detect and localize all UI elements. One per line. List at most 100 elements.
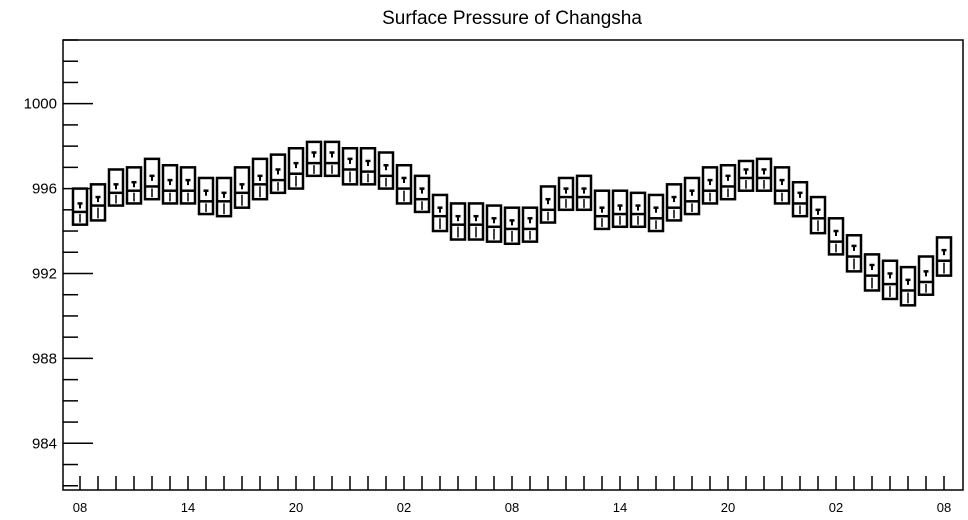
box-body (89, 183, 107, 222)
box-body (485, 204, 503, 243)
y-tick-label: 1000 (24, 96, 57, 113)
y-axis: 984 988 992 996 1000 (24, 39, 93, 487)
box (881, 259, 899, 301)
y-tick-label: 996 (32, 181, 57, 198)
box (665, 183, 683, 222)
box (413, 174, 431, 214)
box-body (431, 193, 449, 233)
x-tick-label: 08 (73, 500, 87, 515)
box-body (305, 140, 323, 178)
box-body (557, 176, 575, 212)
box (845, 234, 863, 273)
box (269, 153, 287, 195)
box-series (71, 140, 953, 307)
box (539, 185, 557, 224)
box (503, 206, 521, 246)
box (323, 140, 341, 178)
box (773, 166, 791, 205)
box-body (539, 185, 557, 224)
box (215, 176, 233, 218)
box-body (881, 259, 899, 301)
box-body (323, 140, 341, 178)
x-tick-label: 02 (397, 500, 411, 515)
box-body (467, 202, 485, 241)
box (233, 166, 251, 209)
box-body (899, 265, 917, 307)
box (809, 195, 827, 235)
box (701, 166, 719, 205)
x-tick-label: 14 (613, 500, 627, 515)
box (575, 174, 593, 212)
box (197, 176, 215, 216)
box (359, 147, 377, 186)
box-body (737, 159, 755, 192)
box (449, 202, 467, 241)
box (827, 217, 845, 256)
y-tick-label: 992 (32, 265, 57, 282)
box (143, 157, 161, 201)
box (629, 191, 647, 229)
y-tick-label: 988 (32, 350, 57, 367)
box-body (827, 217, 845, 256)
box (431, 193, 449, 233)
box-body (359, 147, 377, 186)
box-body (773, 166, 791, 205)
box (719, 163, 737, 201)
box-body (503, 206, 521, 246)
x-tick-label: 02 (829, 500, 843, 515)
box (647, 193, 665, 233)
box (395, 163, 413, 205)
box (917, 255, 935, 296)
box-body (719, 163, 737, 201)
box-body (845, 234, 863, 273)
box-body (521, 206, 539, 243)
x-tick-label: 08 (505, 500, 519, 515)
box-body (863, 253, 881, 292)
chart-title: Surface Pressure of Changsha (382, 8, 642, 29)
box-body (197, 176, 215, 216)
box-body (449, 202, 467, 241)
box-body (341, 147, 359, 186)
box-body (755, 157, 773, 192)
box-body (791, 180, 809, 218)
box (161, 163, 179, 205)
box-body (377, 151, 395, 190)
box-body (701, 166, 719, 205)
box-body (287, 147, 305, 190)
box (737, 159, 755, 192)
box (485, 204, 503, 243)
box (107, 168, 125, 207)
x-tick-label: 20 (721, 500, 735, 515)
box (557, 176, 575, 212)
box (341, 147, 359, 186)
box (179, 166, 197, 205)
x-tick-label: 08 (937, 500, 951, 515)
box-body (809, 195, 827, 235)
box (899, 265, 917, 307)
box (71, 187, 89, 226)
box-body (413, 174, 431, 214)
box (683, 176, 701, 216)
box-body (647, 193, 665, 233)
box (521, 206, 539, 243)
box-body (395, 163, 413, 205)
x-tick-label: 14 (181, 500, 195, 515)
box (287, 147, 305, 190)
box-body (683, 176, 701, 216)
box (935, 236, 953, 277)
box (863, 253, 881, 292)
box (125, 166, 143, 205)
box-body (665, 183, 683, 222)
plot-frame (62, 39, 964, 491)
x-tick-label: 20 (289, 500, 303, 515)
box (791, 180, 809, 218)
box (755, 157, 773, 192)
box (305, 140, 323, 178)
box (89, 183, 107, 222)
box-body (179, 166, 197, 205)
box-body (935, 236, 953, 277)
box (611, 189, 629, 229)
y-tick-label: 984 (32, 435, 57, 452)
box (251, 157, 269, 201)
